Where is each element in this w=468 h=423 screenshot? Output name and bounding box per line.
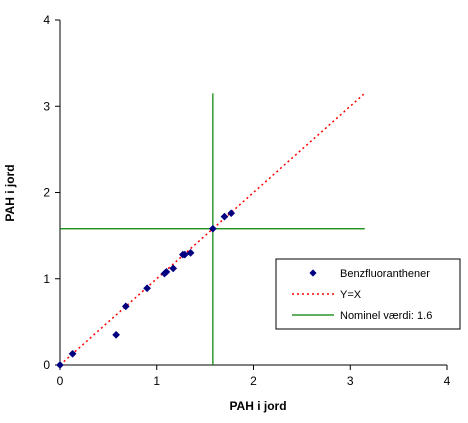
- data-point: [112, 330, 121, 339]
- y-axis-title: PAH i jord: [3, 164, 17, 221]
- legend-label: Nominel værdi: 1.6: [340, 310, 432, 322]
- data-point: [208, 224, 217, 233]
- data-point: [169, 264, 178, 273]
- data-point: [227, 209, 236, 218]
- legend-label: Benzfluoranthener: [340, 268, 430, 280]
- y-tick-label: 0: [43, 358, 50, 372]
- data-point: [68, 349, 77, 358]
- legend: Benzfluoranthener Y=X Nominel værdi: 1.6: [275, 258, 461, 330]
- x-tick-label: 4: [444, 374, 451, 388]
- y-tick-label: 1: [43, 272, 50, 286]
- x-tick-label: 0: [57, 374, 64, 388]
- data-point: [186, 248, 195, 257]
- data-point: [143, 284, 152, 293]
- data-point: [162, 267, 171, 276]
- legend-label: Y=X: [340, 289, 362, 301]
- legend-marker-scatter: [309, 269, 317, 277]
- y-equals-x-line: [59, 92, 366, 366]
- x-axis-title: PAH i jord: [229, 399, 286, 413]
- x-tick-label: 2: [250, 374, 257, 388]
- x-tick-label: 1: [153, 374, 160, 388]
- data-point: [56, 361, 64, 369]
- data-point: [121, 302, 130, 311]
- y-tick-label: 3: [43, 99, 50, 113]
- x-tick-label: 3: [347, 374, 354, 388]
- legend-box: [275, 258, 461, 330]
- y-tick-label: 2: [43, 186, 50, 200]
- data-point: [220, 212, 229, 221]
- y-tick-label: 4: [43, 13, 50, 27]
